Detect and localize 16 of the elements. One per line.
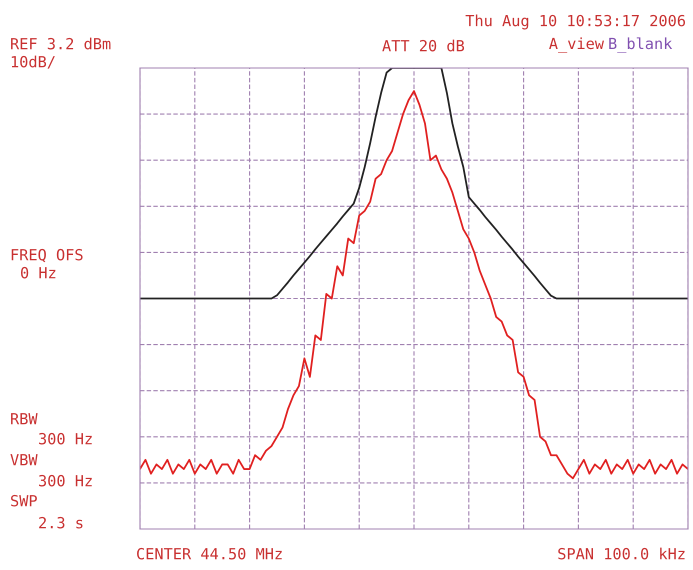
text: FREQ OFS [12,248,83,262]
text: 0 Hz [20,266,56,278]
text: B_blank [609,37,672,53]
text: Thu Aug 10 10:53:17 2006 [466,14,686,30]
text: VBW [10,454,38,466]
text: RBW [11,413,38,424]
text: CENTER 44.50 MHz [137,548,282,560]
text: 300 Hz [39,474,92,486]
text: ATT 20 dB [382,40,464,52]
text: 10dB/ [12,56,55,69]
text: SWP [11,494,37,506]
text: 2.3 s [39,516,82,528]
text: REF 3.2 dBm [11,38,110,50]
text: A_view [549,37,604,53]
text: 300 Hz [39,432,92,444]
text: SPAN 100.0 kHz [558,548,685,560]
